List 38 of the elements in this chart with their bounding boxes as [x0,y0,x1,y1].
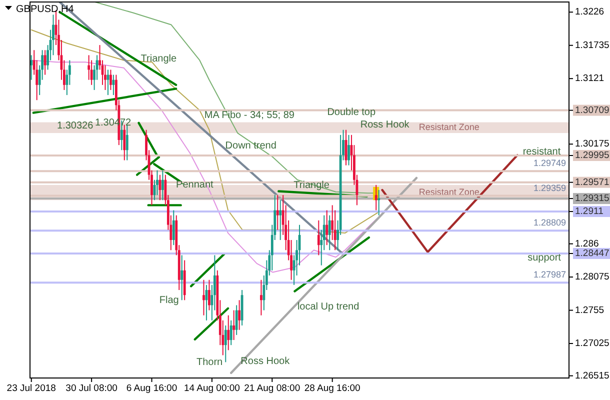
annotation: Flag [159,294,179,306]
annotation: local Up trend [297,302,360,313]
ref-line-label: 1.29359 [533,182,566,193]
y-tick-label: 1.30175 [575,138,610,150]
ref-line-label: 1.28809 [533,218,566,228]
y-tick-label: 1.28447 [575,248,610,260]
y-tick-label: 1.31735 [575,40,610,51]
annotation: Ross Hook [360,119,410,130]
y-tick-label: 1.29571 [575,176,610,188]
band-label: Resistant Zone [418,122,480,132]
y-tick-label: 1.3226 [575,6,604,18]
y-tick-label: 1.286 [575,238,599,250]
x-tick-label: 6 Aug 16:00 [126,383,178,394]
y-tick-label: 1.29315 [575,193,610,204]
x-tick-label: 14 Aug 00:00 [184,383,240,394]
x-tick-label: 28 Aug 16:00 [304,383,360,394]
y-tick-label: 1.2755 [575,304,604,316]
x-tick-label: 23 Jul 2018 [6,383,56,394]
y-tick-label: 1.28075 [575,272,610,283]
ref-line-label: 1.27987 [533,270,566,280]
y-tick-label: 1.29995 [575,150,610,162]
annotation: Thorn [196,356,223,368]
x-tick-label: 30 Jul 08:00 [66,383,118,394]
y-tick-label: 1.26515 [575,370,610,382]
y-tick-label: 1.27025 [575,338,610,350]
annotation: 1.30326 [57,120,94,132]
annotation: Pennant [176,180,214,191]
annotation: Triangle [140,54,178,65]
y-tick-label: 1.30709 [575,104,610,116]
ref-line-label: 1.29749 [533,158,566,168]
annotation: resistant [522,146,561,158]
annotation: Double top [327,106,376,118]
y-tick-label: 1.2911 [575,206,604,218]
band-label: Resistant Zone [418,186,480,197]
x-tick-label: 21 Aug 08:00 [244,383,300,394]
y-tick-label: 1.3121 [575,73,604,84]
annotation: Ross Hook [240,356,291,368]
annotation: support [528,252,562,264]
